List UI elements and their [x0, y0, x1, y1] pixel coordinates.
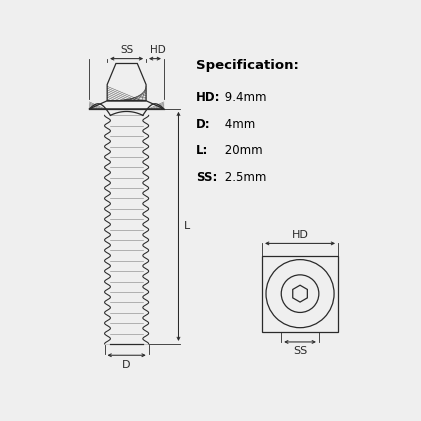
Text: HD: HD: [150, 45, 166, 55]
Text: HD:: HD:: [196, 91, 221, 104]
Text: HD: HD: [292, 229, 309, 240]
Text: L: L: [184, 221, 191, 232]
Text: 20mm: 20mm: [221, 144, 262, 157]
Text: SS: SS: [120, 45, 133, 55]
Text: 9.4mm: 9.4mm: [221, 91, 266, 104]
Text: 2.5mm: 2.5mm: [221, 171, 266, 184]
Text: Specification:: Specification:: [196, 59, 299, 72]
Text: D: D: [123, 360, 131, 370]
Bar: [262, 256, 338, 332]
Text: D:: D:: [196, 117, 211, 131]
Text: L:: L:: [196, 144, 209, 157]
Text: SS: SS: [293, 346, 307, 356]
Text: SS:: SS:: [196, 171, 218, 184]
Text: 4mm: 4mm: [221, 117, 255, 131]
